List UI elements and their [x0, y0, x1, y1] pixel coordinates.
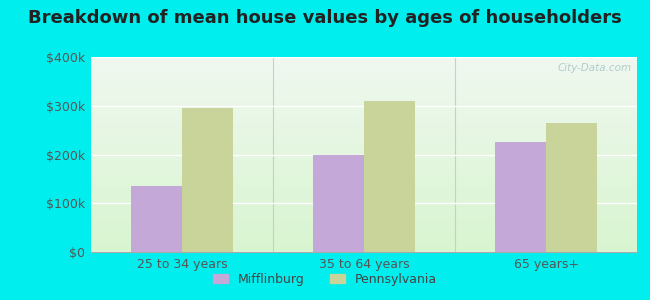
Bar — [313, 154, 364, 252]
Bar — [364, 101, 415, 252]
Bar — [182, 108, 233, 252]
Text: Breakdown of mean house values by ages of householders: Breakdown of mean house values by ages o… — [28, 9, 622, 27]
Bar — [546, 123, 597, 252]
Bar — [495, 142, 546, 252]
Legend: Mifflinburg, Pennsylvania: Mifflinburg, Pennsylvania — [208, 268, 442, 291]
Bar — [131, 186, 182, 252]
Text: City-Data.com: City-Data.com — [558, 63, 632, 73]
